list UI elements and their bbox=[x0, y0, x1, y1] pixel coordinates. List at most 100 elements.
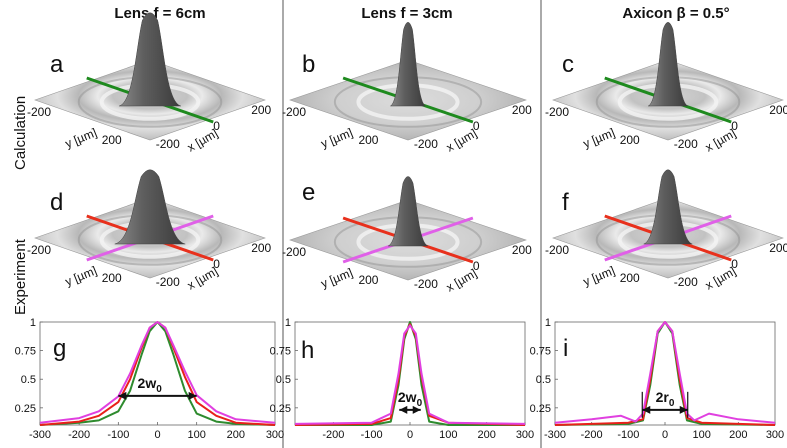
y-axis-label: y [µm] bbox=[581, 125, 617, 150]
y-tick-label: 0.25 bbox=[15, 403, 36, 415]
surface-peak bbox=[119, 12, 181, 107]
x-tick-label: 0 bbox=[154, 429, 160, 441]
x-tick-label: -300 bbox=[29, 429, 51, 441]
line-chart-h: 1 0.75 0.5 0.25 -200 -100 0 100 200 300 2w0 bbox=[270, 317, 535, 441]
surface-peak bbox=[388, 176, 428, 247]
y-axis-label: y [µm] bbox=[63, 263, 99, 288]
series-line-3 bbox=[294, 324, 526, 425]
y-tick: -200 bbox=[27, 243, 51, 257]
x-tick: 200 bbox=[512, 243, 532, 257]
y-axis-label: y [µm] bbox=[581, 263, 617, 288]
arrow-head-left bbox=[118, 391, 127, 400]
surface-peak bbox=[643, 169, 693, 245]
y-tick-label: 1 bbox=[285, 317, 291, 329]
width-annotation: 2w0 bbox=[398, 389, 423, 409]
y-tick: 200 bbox=[620, 271, 640, 285]
x-tick: 200 bbox=[769, 103, 787, 117]
x-tick-label: 0 bbox=[662, 429, 668, 441]
x-tick-label: -200 bbox=[581, 429, 603, 441]
arrow-head-right bbox=[679, 405, 688, 414]
x-tick-label: -200 bbox=[322, 429, 344, 441]
x-tick-label: 200 bbox=[729, 429, 747, 441]
y-tick-label: 1 bbox=[545, 317, 551, 329]
y-tick: -200 bbox=[545, 105, 569, 119]
row-label-experiment: Experiment bbox=[12, 238, 29, 315]
y-tick-label: 1 bbox=[30, 317, 36, 329]
x-tick: 200 bbox=[251, 103, 271, 117]
panel-letter-f: f bbox=[562, 189, 569, 216]
panel-letter-a: a bbox=[50, 51, 64, 78]
x-tick: 200 bbox=[512, 103, 532, 117]
column-title-1: Lens f = 6cm bbox=[114, 5, 205, 22]
panel-letter-e: e bbox=[302, 179, 315, 206]
x-tick-label: 100 bbox=[187, 429, 205, 441]
row-label-calculation: Calculation bbox=[12, 96, 29, 170]
width-annotation: 2w0 bbox=[138, 375, 163, 395]
surface-peak bbox=[648, 22, 688, 107]
y-tick-label: 0.5 bbox=[21, 374, 36, 386]
series-line-2 bbox=[294, 323, 526, 426]
x-tick: 200 bbox=[251, 241, 271, 255]
y-tick: 200 bbox=[102, 271, 122, 285]
x-tick: 0 bbox=[731, 257, 738, 271]
y-tick: 200 bbox=[358, 273, 378, 287]
x-tick: -200 bbox=[156, 137, 180, 151]
y-axis-label: y [µm] bbox=[319, 265, 355, 290]
x-tick-label: 100 bbox=[692, 429, 710, 441]
x-tick: 0 bbox=[213, 257, 220, 271]
column-title-2: Lens f = 3cm bbox=[361, 5, 452, 22]
x-tick-label: 300 bbox=[516, 429, 534, 441]
y-tick-label: 0.5 bbox=[276, 374, 291, 386]
x-tick: -200 bbox=[156, 275, 180, 289]
x-tick-label: 0 bbox=[407, 429, 413, 441]
x-tick: -200 bbox=[674, 275, 698, 289]
panel-letter-h: h bbox=[301, 337, 314, 364]
panel-letter-b: b bbox=[302, 51, 315, 78]
x-tick: -200 bbox=[414, 137, 438, 151]
panel-letter-c: c bbox=[562, 51, 574, 78]
series-line-3 bbox=[39, 321, 276, 424]
x-tick: 0 bbox=[213, 119, 220, 133]
arrow-head-right bbox=[412, 405, 421, 414]
x-tick: -200 bbox=[674, 137, 698, 151]
x-tick: -200 bbox=[414, 277, 438, 291]
plot-frame bbox=[39, 321, 276, 426]
y-tick: 200 bbox=[620, 133, 640, 147]
y-tick: -200 bbox=[545, 243, 569, 257]
x-tick: 0 bbox=[473, 119, 480, 133]
panel-letter-i: i bbox=[563, 335, 568, 362]
y-tick-label: 0.75 bbox=[270, 346, 291, 358]
panel-letter-g: g bbox=[53, 335, 66, 362]
y-axis-label: y [µm] bbox=[319, 125, 355, 150]
arrow-head-right bbox=[188, 391, 197, 400]
y-axis-label: y [µm] bbox=[63, 125, 99, 150]
y-tick-label: 0.5 bbox=[536, 374, 551, 386]
plot-frame bbox=[294, 321, 526, 426]
x-tick-label: -100 bbox=[361, 429, 383, 441]
x-tick-label: -100 bbox=[107, 429, 129, 441]
x-tick: 200 bbox=[769, 241, 787, 255]
arrow-head-left bbox=[399, 405, 408, 414]
arrow-head-left bbox=[642, 405, 651, 414]
x-tick-label: 200 bbox=[227, 429, 245, 441]
y-tick: -200 bbox=[282, 245, 306, 259]
y-tick: -200 bbox=[27, 105, 51, 119]
x-tick-label: -100 bbox=[617, 429, 639, 441]
x-tick-label: -300 bbox=[544, 429, 566, 441]
surface-peak bbox=[390, 22, 426, 107]
x-tick-label: -200 bbox=[68, 429, 90, 441]
y-tick-label: 0.75 bbox=[530, 346, 551, 358]
plot-frame bbox=[554, 321, 776, 426]
panel-letter-d: d bbox=[50, 189, 63, 216]
line-chart-g: 1 0.75 0.5 0.25 -300 -200 -100 0 100 200 300 2w0 bbox=[15, 317, 285, 441]
y-tick-label: 0.25 bbox=[270, 403, 291, 415]
x-tick: 0 bbox=[473, 259, 480, 273]
y-tick-label: 0.75 bbox=[15, 346, 36, 358]
y-tick: 200 bbox=[102, 133, 122, 147]
